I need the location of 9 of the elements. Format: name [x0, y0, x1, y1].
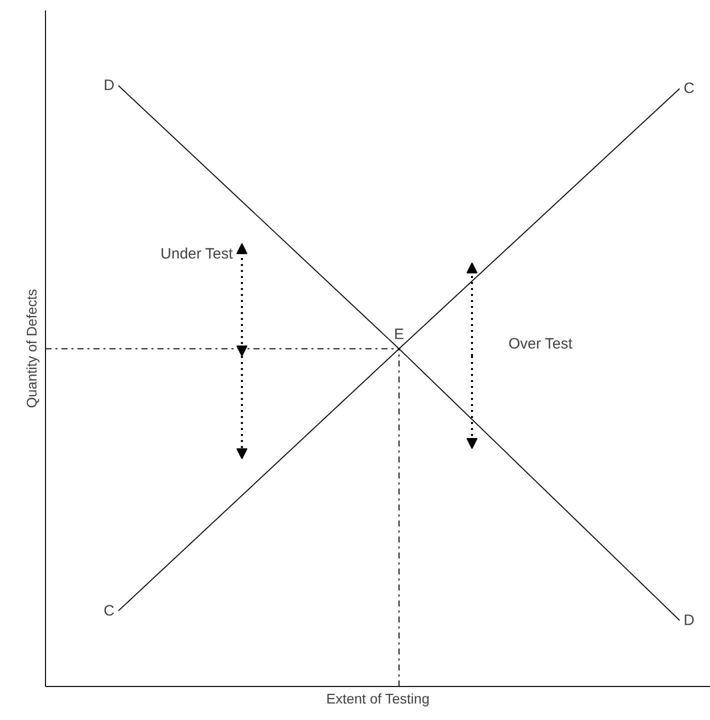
annotation: Over Test	[508, 335, 574, 352]
y-axis-title: Quantity of Defects	[24, 288, 40, 408]
series-label: D	[104, 77, 115, 94]
text: D	[684, 612, 694, 629]
text: C	[684, 80, 694, 98]
series-label: C	[104, 602, 115, 620]
x-axis-title: Extent of Testing	[326, 690, 430, 706]
annotation: Under Test	[160, 245, 234, 262]
annotation: E	[394, 326, 404, 343]
